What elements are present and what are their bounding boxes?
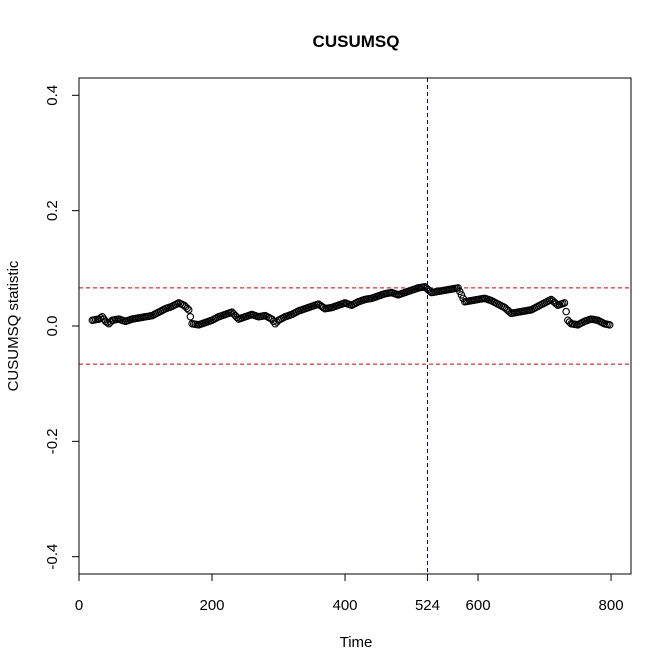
data-point	[454, 284, 462, 292]
y-tick-label: 0.2	[44, 200, 61, 221]
data-point	[562, 307, 570, 316]
data-point	[183, 304, 191, 313]
reference-lines	[79, 78, 631, 574]
x-tick-label: 600	[466, 597, 491, 614]
y-tick-label: 0.4	[44, 85, 61, 106]
y-tick-label: -0.2	[44, 428, 61, 454]
x-tick-label: 0	[75, 597, 83, 614]
chart-title: CUSUMSQ	[313, 32, 400, 51]
x-tick-label: 400	[333, 597, 358, 614]
y-tick-label: -0.4	[44, 544, 61, 570]
data-point	[455, 287, 464, 296]
x-axis: 0 200 400 524 600 800	[75, 573, 624, 614]
data-point	[96, 314, 105, 322]
x-tick-label: 524	[415, 597, 440, 614]
data-point	[605, 321, 614, 329]
data-point	[184, 306, 193, 314]
y-tick-label: 0.0	[44, 316, 61, 337]
y-axis-title: CUSUMSQ statistic	[5, 260, 22, 391]
y-axis: -0.4 -0.2 0.0 0.2 0.4	[44, 85, 80, 570]
x-tick-label: 200	[199, 597, 224, 614]
x-axis-title: Time	[340, 634, 373, 651]
data-point	[457, 291, 466, 299]
x-tick-label: 800	[599, 597, 624, 614]
data-point	[560, 299, 569, 307]
data-point	[186, 313, 195, 321]
data-points	[88, 283, 614, 329]
data-point	[269, 317, 278, 326]
plot-frame	[78, 77, 632, 575]
